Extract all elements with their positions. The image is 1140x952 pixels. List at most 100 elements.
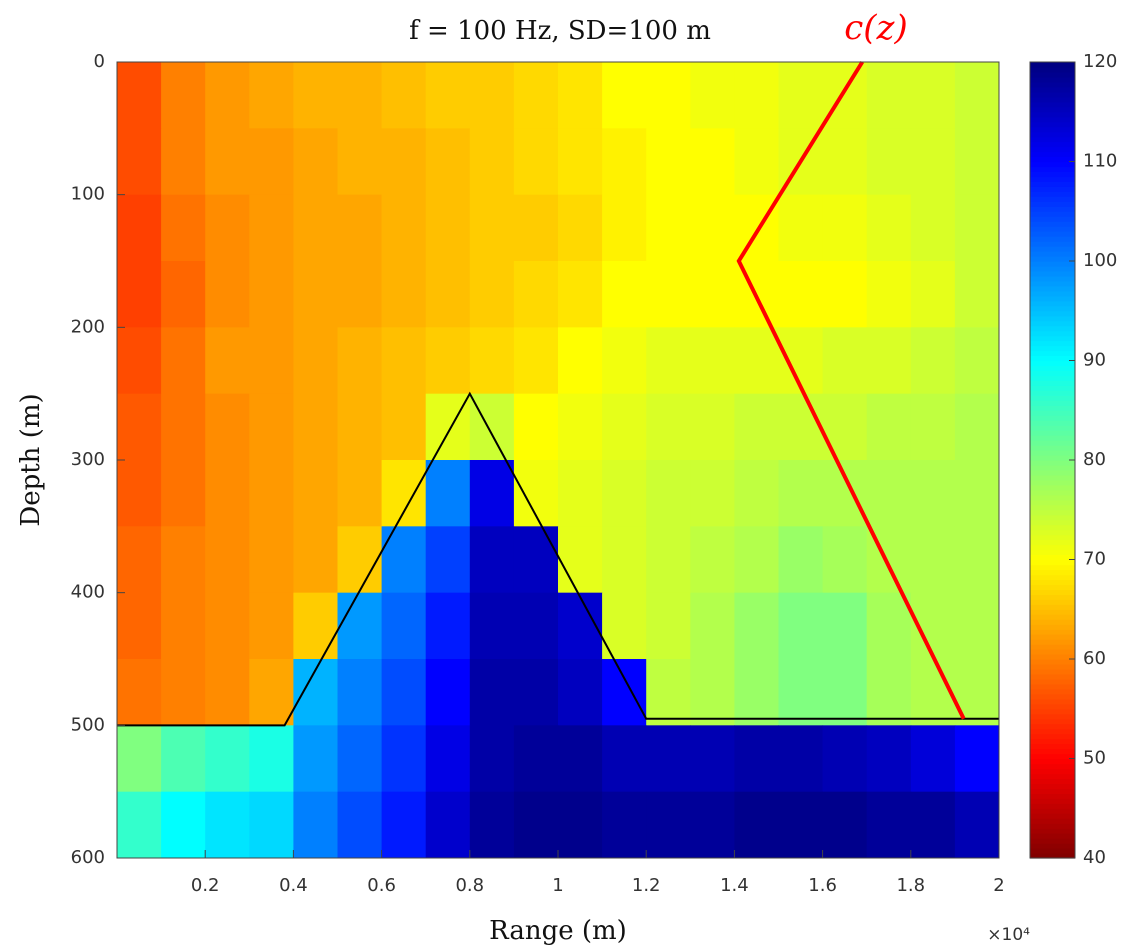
colorbar-swatch xyxy=(1030,763,1075,770)
colorbar-swatch xyxy=(1030,151,1075,158)
colorbar-swatch xyxy=(1030,713,1075,720)
y-tick-label: 300 xyxy=(71,449,105,470)
y-tick-label: 500 xyxy=(71,714,105,735)
x-tick-label: 1.6 xyxy=(808,875,837,896)
heatmap-cell xyxy=(646,460,691,527)
heatmap-cell xyxy=(558,128,603,196)
heatmap-cell xyxy=(117,261,162,328)
colorbar-swatch xyxy=(1030,176,1075,182)
colorbar-swatch xyxy=(1030,698,1075,705)
colorbar-swatch xyxy=(1030,166,1075,173)
heatmap-cell xyxy=(866,725,912,793)
heatmap-cell xyxy=(910,194,956,262)
heatmap-cell xyxy=(778,725,824,793)
colorbar-swatch xyxy=(1030,340,1075,347)
colorbar-tick-label: 120 xyxy=(1083,51,1117,72)
heatmap-cell xyxy=(513,526,559,594)
heatmap-cell xyxy=(866,261,912,328)
heatmap-cell xyxy=(910,791,956,859)
colorbar-swatch xyxy=(1030,479,1075,486)
colorbar-swatch xyxy=(1030,425,1075,431)
heatmap-cell xyxy=(293,592,338,660)
heatmap-cell xyxy=(249,128,294,196)
colorbar-swatch xyxy=(1030,559,1075,566)
heatmap-cell xyxy=(734,725,779,793)
heatmap-cell xyxy=(205,526,250,594)
heatmap-cell xyxy=(117,62,162,129)
colorbar-swatch xyxy=(1030,370,1075,377)
x-tick-label: 0.4 xyxy=(279,875,308,896)
heatmap-cell xyxy=(425,659,471,726)
colorbar-tick-label: 100 xyxy=(1083,250,1117,271)
heatmap-cell xyxy=(778,393,824,461)
colorbar-swatch xyxy=(1030,430,1075,436)
heatmap-cell xyxy=(293,526,338,594)
x-tick-label: 0.8 xyxy=(455,875,484,896)
colorbar-swatch xyxy=(1030,435,1075,441)
colorbar-swatch xyxy=(1030,853,1075,859)
heatmap-cell xyxy=(513,128,559,196)
colorbar-swatch xyxy=(1030,395,1075,401)
colorbar-swatch xyxy=(1030,216,1075,222)
colorbar-swatch xyxy=(1030,813,1075,819)
heatmap-cell xyxy=(778,592,824,660)
heatmap-cell xyxy=(161,659,206,726)
heatmap-cell xyxy=(161,592,206,660)
colorbar-swatch xyxy=(1030,275,1075,282)
colorbar-swatch xyxy=(1030,415,1075,421)
heatmap-cell xyxy=(910,725,956,793)
colorbar-swatch xyxy=(1030,206,1075,212)
heatmap-cell xyxy=(161,526,206,594)
heatmap-cell xyxy=(161,460,206,527)
colorbar-swatch xyxy=(1030,161,1075,168)
heatmap-cell xyxy=(161,327,206,395)
colorbar-swatch xyxy=(1030,848,1075,854)
heatmap-cell xyxy=(602,725,647,793)
colorbar-swatch xyxy=(1030,818,1075,824)
annotation: c(z) xyxy=(844,8,907,48)
heatmap-cell xyxy=(469,791,515,859)
heatmap-cell xyxy=(205,791,250,859)
heatmap-cell xyxy=(469,327,515,395)
colorbar-swatch xyxy=(1030,440,1075,446)
colorbar-swatch xyxy=(1030,474,1075,481)
colorbar-swatch xyxy=(1030,420,1075,426)
heatmap-cell xyxy=(954,393,1000,461)
colorbar-swatch xyxy=(1030,484,1075,491)
colorbar-swatch xyxy=(1030,96,1075,103)
heatmap-cell xyxy=(778,194,824,262)
colorbar-swatch xyxy=(1030,594,1075,600)
heatmap-cell xyxy=(866,194,912,262)
heatmap-cell xyxy=(910,460,956,527)
heatmap-cell xyxy=(602,659,647,726)
heatmap-cell xyxy=(646,393,691,461)
heatmap-cell xyxy=(954,194,1000,262)
colorbar-swatch xyxy=(1030,126,1075,133)
heatmap-cell xyxy=(513,62,559,129)
heatmap-cell xyxy=(513,194,559,262)
colorbar-swatch xyxy=(1030,673,1075,680)
colorbar-swatch xyxy=(1030,589,1075,595)
heatmap-cell xyxy=(249,791,294,859)
colorbar-swatch xyxy=(1030,270,1075,277)
colorbar-swatch xyxy=(1030,280,1075,287)
heatmap-cell xyxy=(249,526,294,594)
x-tick-label: 1.2 xyxy=(632,875,661,896)
heatmap-cell xyxy=(381,725,427,793)
y-axis-label: Depth (m) xyxy=(16,393,46,526)
colorbar-swatch xyxy=(1030,838,1075,844)
heatmap-cell xyxy=(513,791,559,859)
colorbar-swatch xyxy=(1030,211,1075,217)
colorbar-swatch xyxy=(1030,66,1075,73)
colorbar-swatch xyxy=(1030,708,1075,715)
colorbar-swatch xyxy=(1030,181,1075,187)
heatmap-cell xyxy=(337,791,383,859)
heatmap-cell xyxy=(337,62,383,129)
heatmap-cell xyxy=(161,128,206,196)
heatmap-cell xyxy=(646,128,691,196)
colorbar-swatch xyxy=(1030,504,1075,511)
heatmap-cell xyxy=(558,261,603,328)
heatmap-cell xyxy=(513,327,559,395)
heatmap-cell xyxy=(558,526,603,594)
